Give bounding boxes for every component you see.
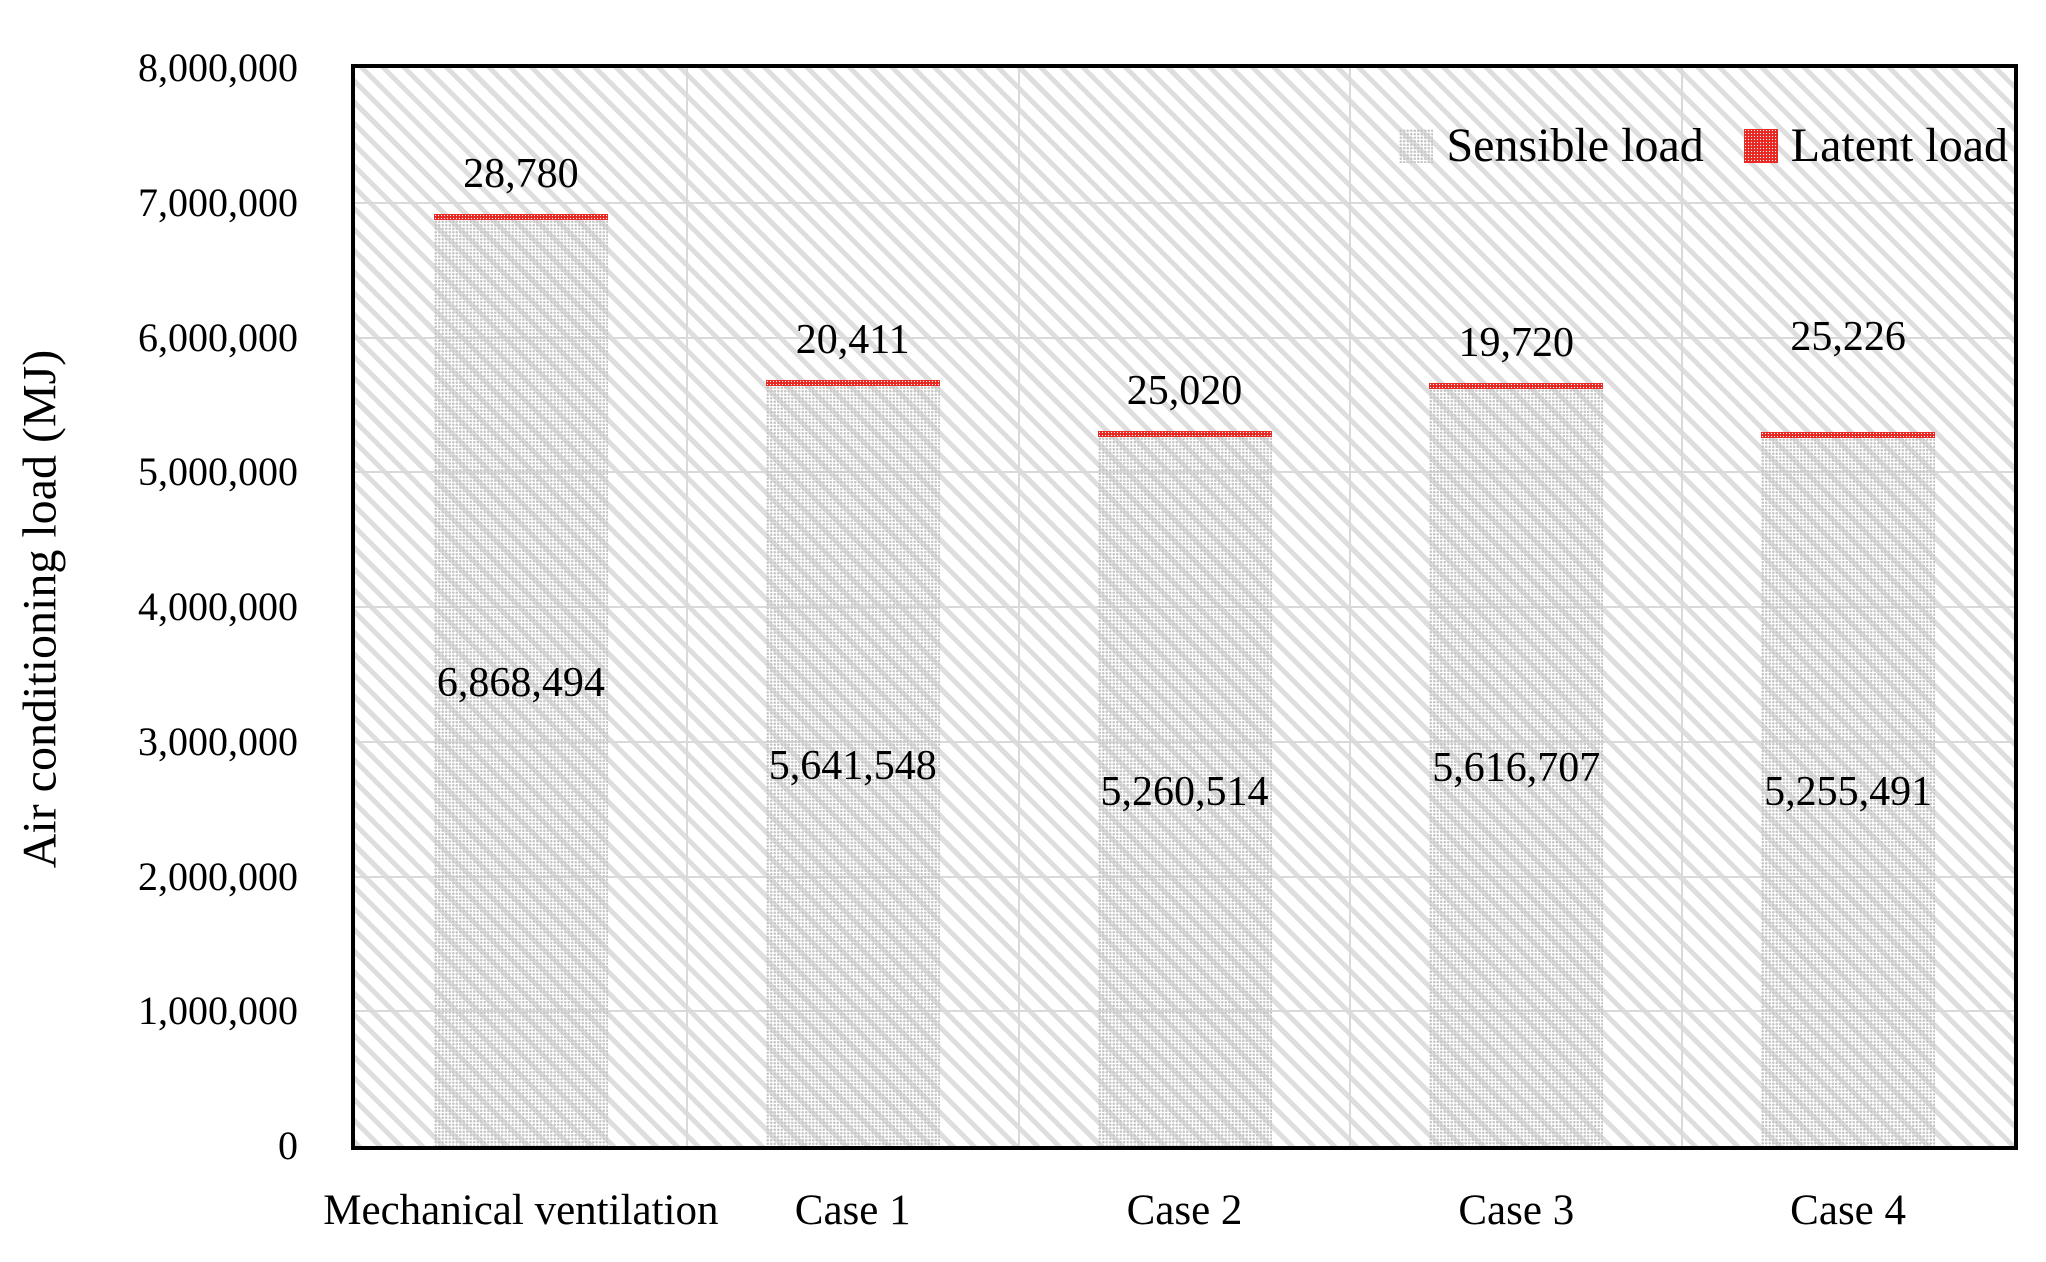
legend: Sensible load Latent load (1399, 120, 2008, 172)
y-tick-label: 8,000,000 (138, 45, 298, 90)
y-tick-label: 2,000,000 (138, 853, 298, 899)
y-tick-label: 7,000,000 (138, 179, 298, 225)
latent-bar-cap (765, 379, 940, 386)
legend-item-latent: Latent load (1743, 119, 2008, 172)
gridline-vertical (1681, 68, 1684, 1146)
sensible-value-label: 6,868,494 (436, 660, 605, 707)
latent-value-label: 25,226 (1790, 313, 1906, 360)
latent-value-label: 19,720 (1458, 320, 1575, 367)
x-category-label: Mechanical ventilation (323, 1187, 719, 1234)
gridline-vertical (1349, 68, 1352, 1146)
legend-label-latent: Latent load (1790, 119, 2008, 172)
gridline-vertical (1017, 68, 1020, 1146)
y-tick-label: 1,000,000 (138, 988, 298, 1034)
gridline-horizontal (355, 336, 2014, 339)
sensible-bar (433, 220, 608, 1146)
sensible-bar (1097, 437, 1272, 1146)
legend-label-sensible: Sensible load (1446, 119, 1704, 172)
x-category-label: Case 3 (1458, 1187, 1575, 1234)
y-tick-label: 6,000,000 (138, 314, 298, 360)
sensible-bar (765, 385, 940, 1146)
latent-bar-cap (433, 214, 608, 221)
y-tick-label: 5,000,000 (138, 449, 298, 495)
latent-value-label: 28,780 (463, 151, 579, 198)
latent-load-swatch (1743, 129, 1778, 163)
y-tick-label: 4,000,000 (138, 584, 298, 629)
latent-value-label: 25,020 (1126, 368, 1243, 415)
sensible-value-label: 5,260,514 (1100, 768, 1269, 815)
latent-bar-cap (1097, 431, 1272, 438)
legend-item-sensible: Sensible load (1399, 119, 1704, 172)
gridline-vertical (685, 68, 688, 1146)
y-tick-label: 3,000,000 (138, 718, 298, 764)
sensible-load-swatch (1399, 129, 1434, 163)
latent-bar-cap (1429, 383, 1604, 390)
latent-value-label: 20,411 (795, 316, 910, 363)
gridline-horizontal (355, 201, 2014, 204)
x-category-label: Case 4 (1790, 1187, 1907, 1234)
sensible-bar (1429, 389, 1604, 1146)
y-tick-label: 0 (278, 1123, 298, 1168)
sensible-value-label: 5,641,548 (768, 742, 937, 789)
plot-area: 6,868,494 28,780 5,641,548 20,411 5,260,514 2… (351, 64, 2018, 1150)
sensible-bar (1761, 437, 1936, 1146)
latent-bar-cap (1761, 431, 1936, 438)
sensible-value-label: 5,255,491 (1764, 768, 1933, 815)
x-category-label: Case 1 (794, 1187, 911, 1234)
x-category-label: Case 2 (1126, 1187, 1243, 1234)
sensible-value-label: 5,616,707 (1432, 744, 1601, 791)
